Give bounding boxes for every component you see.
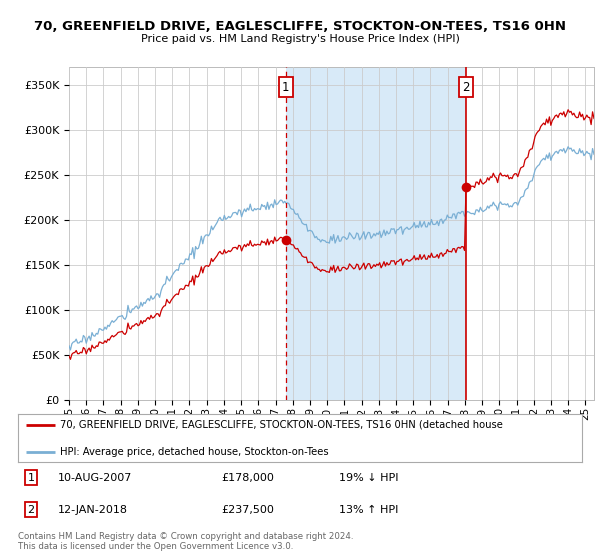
- Text: 1: 1: [28, 473, 34, 483]
- Text: 2: 2: [462, 81, 469, 94]
- Text: £178,000: £178,000: [221, 473, 274, 483]
- Text: Price paid vs. HM Land Registry's House Price Index (HPI): Price paid vs. HM Land Registry's House …: [140, 34, 460, 44]
- Bar: [286, 67, 466, 400]
- Text: £237,500: £237,500: [221, 505, 274, 515]
- Text: 12-JAN-2018: 12-JAN-2018: [58, 505, 127, 515]
- Text: 70, GREENFIELD DRIVE, EAGLESCLIFFE, STOCKTON-ON-TEES, TS16 0HN: 70, GREENFIELD DRIVE, EAGLESCLIFFE, STOC…: [34, 20, 566, 32]
- Text: 10-AUG-2007: 10-AUG-2007: [58, 473, 132, 483]
- Text: HPI: Average price, detached house, Stockton-on-Tees: HPI: Average price, detached house, Stoc…: [60, 446, 329, 456]
- Text: 2: 2: [28, 505, 35, 515]
- Text: 13% ↑ HPI: 13% ↑ HPI: [340, 505, 399, 515]
- Text: 70, GREENFIELD DRIVE, EAGLESCLIFFE, STOCKTON-ON-TEES, TS16 0HN (detached house: 70, GREENFIELD DRIVE, EAGLESCLIFFE, STOC…: [60, 420, 503, 430]
- Text: Contains HM Land Registry data © Crown copyright and database right 2024.
This d: Contains HM Land Registry data © Crown c…: [18, 532, 353, 552]
- Text: 19% ↓ HPI: 19% ↓ HPI: [340, 473, 399, 483]
- Text: 1: 1: [282, 81, 290, 94]
